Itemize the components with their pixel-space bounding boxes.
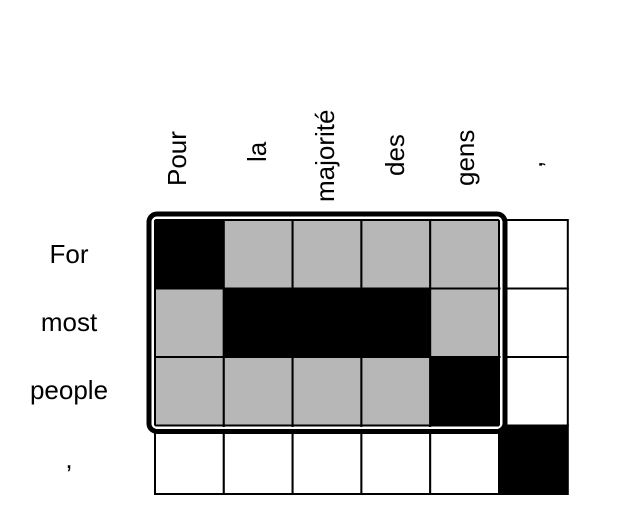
alignment-cell (222, 287, 294, 358)
alignment-cell (222, 356, 294, 427)
alignment-cell (498, 356, 569, 427)
target-token-label: For (49, 239, 89, 269)
alignment-cell (291, 287, 363, 358)
alignment-cell (154, 356, 225, 427)
target-token-label: most (40, 307, 98, 337)
alignment-cell (360, 424, 432, 495)
alignment-cell (291, 219, 363, 290)
alignment-cell (498, 219, 569, 290)
alignment-cell (154, 287, 225, 358)
alignment-cell (154, 219, 225, 290)
highlight-frame (146, 211, 508, 434)
alignment-cell (429, 287, 501, 358)
alignment-cell (498, 287, 569, 358)
alignment-cell (360, 287, 432, 358)
highlight-frame-inner (151, 216, 503, 429)
alignment-cell (222, 424, 294, 495)
alignment-cell (222, 219, 294, 290)
alignment-cell (498, 424, 569, 495)
alignment-cell (291, 356, 363, 427)
alignment-cell (429, 424, 501, 495)
alignment-cell (429, 356, 501, 427)
alignment-cell (429, 219, 501, 290)
alignment-cell (154, 424, 225, 495)
alignment-cell (291, 424, 363, 495)
target-token-label: people (29, 375, 109, 405)
alignment-cell (360, 219, 432, 290)
alignment-cell (360, 356, 432, 427)
target-token-label: , (65, 444, 73, 474)
